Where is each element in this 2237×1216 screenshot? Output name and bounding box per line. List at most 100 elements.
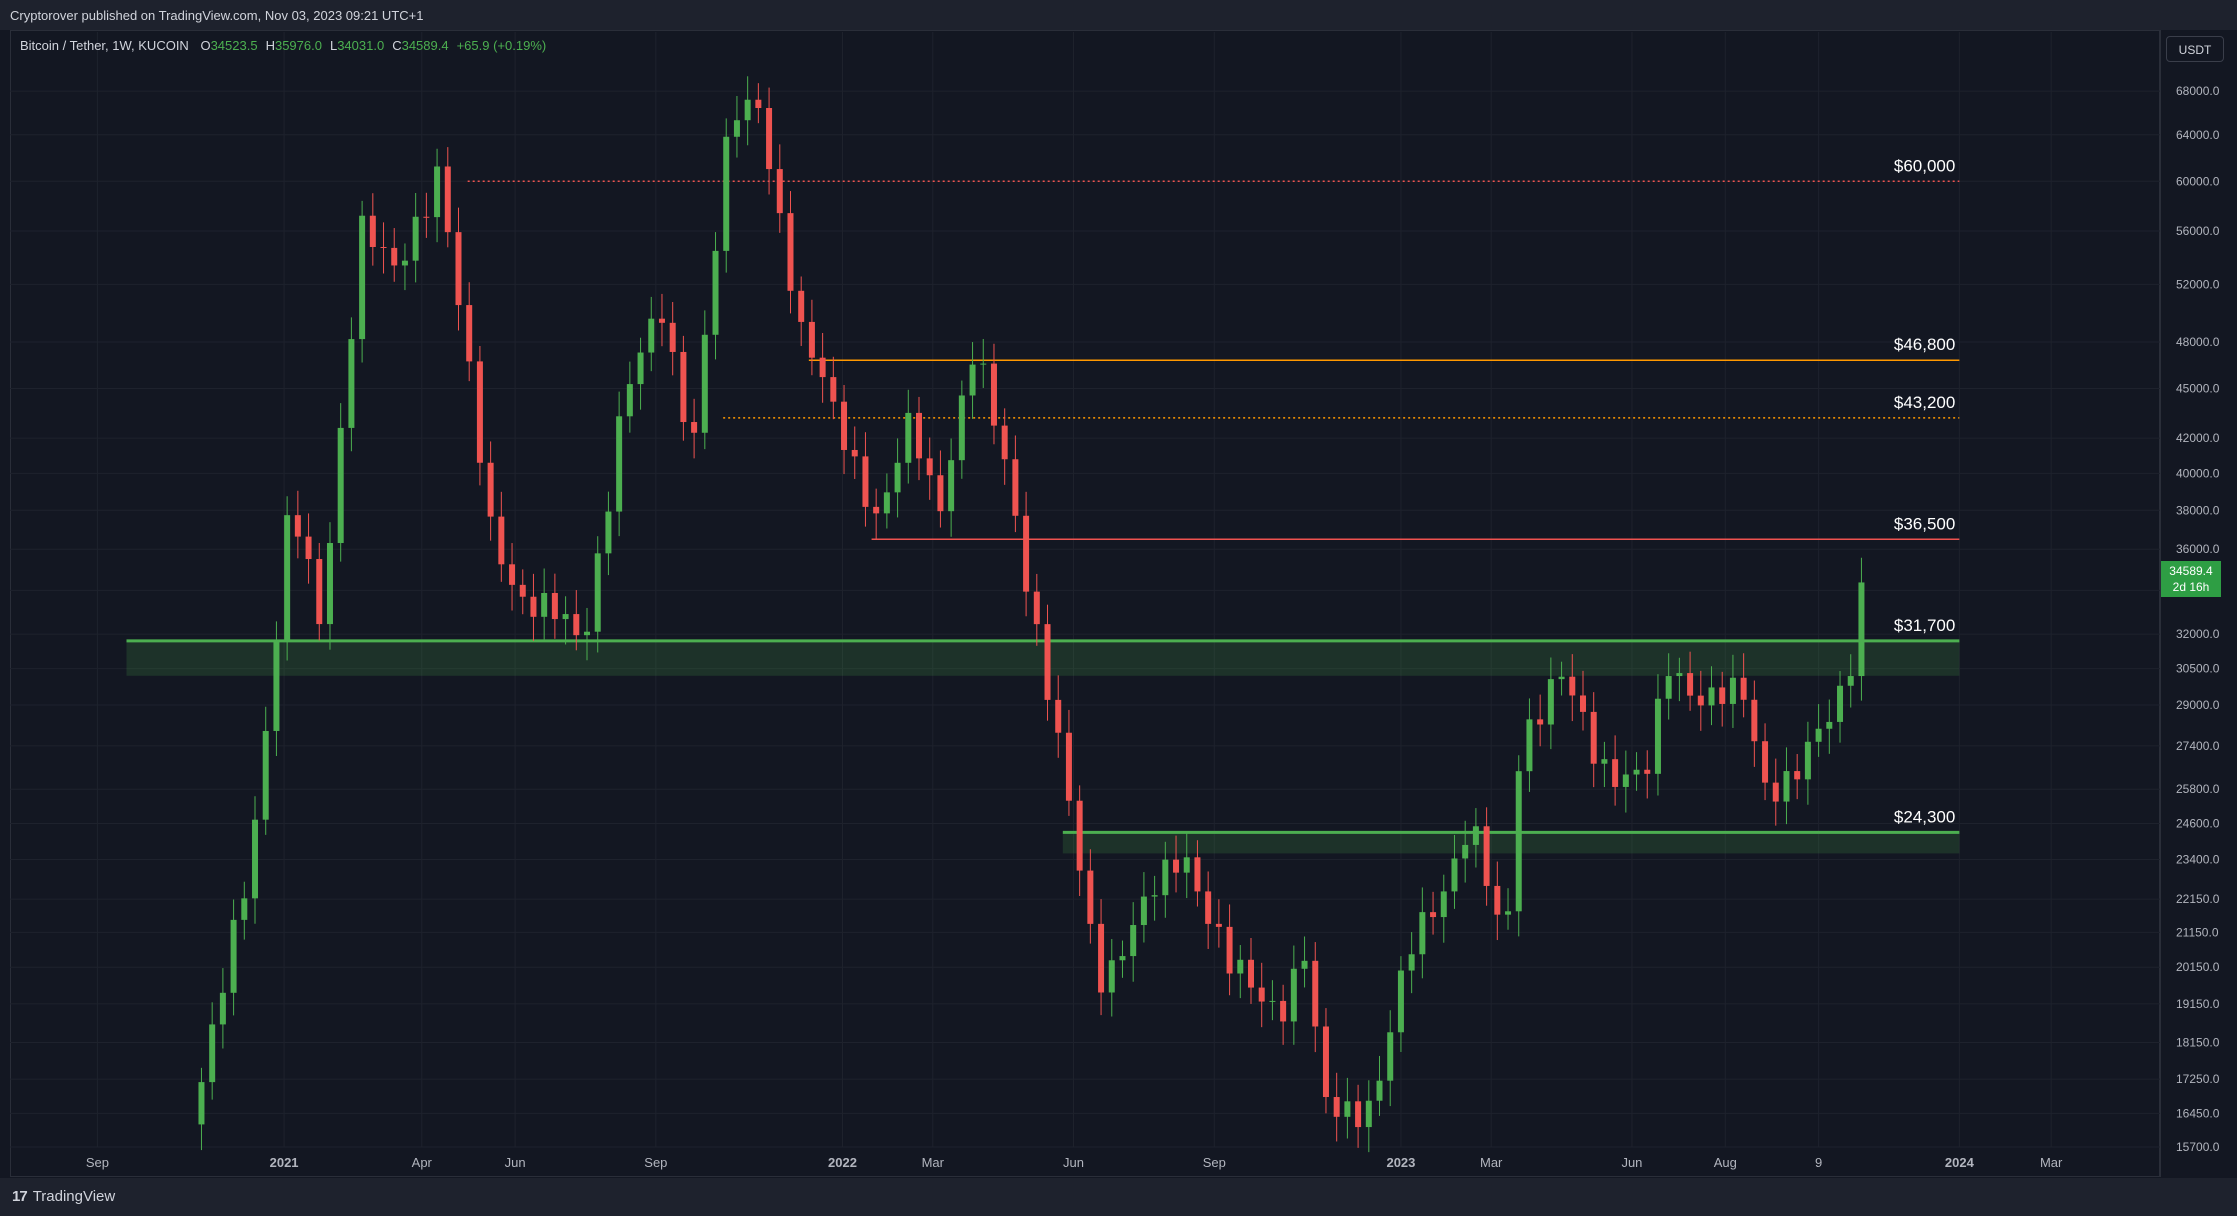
level-label: $36,500 — [1894, 514, 1955, 533]
candle-body — [1119, 956, 1126, 961]
candle-body — [423, 216, 430, 218]
price-tick-label: 20150.0 — [2176, 960, 2220, 974]
time-tick-label: 2023 — [1386, 1155, 1415, 1170]
candle-body — [294, 515, 301, 537]
candle-body — [498, 516, 505, 565]
candle-body — [284, 515, 291, 640]
candle-body — [916, 412, 923, 459]
last-price-value: 34589.4 — [2169, 564, 2213, 578]
price-tick-label: 52000.0 — [2176, 277, 2220, 291]
candle-body — [969, 364, 976, 396]
candle-body — [594, 553, 601, 632]
chart-frame — [10, 30, 2160, 1177]
candle-body — [1290, 968, 1297, 1022]
candle-body — [1183, 857, 1190, 873]
level-label: $43,200 — [1894, 393, 1955, 412]
candle-body — [369, 215, 376, 247]
candle-body — [851, 449, 858, 457]
candle-body — [905, 412, 912, 463]
candle-body — [1708, 687, 1715, 706]
ohlc-value: 34589.4 — [401, 38, 449, 53]
price-scale[interactable] — [2160, 30, 2237, 1177]
candle-body — [444, 166, 451, 233]
time-tick-label: Jun — [505, 1155, 526, 1170]
candle-body — [1644, 769, 1651, 774]
candle-body — [551, 592, 558, 620]
ohlc-item: L34031.0 — [330, 38, 384, 53]
candle-body — [252, 819, 259, 899]
price-tick-label: 22150.0 — [2176, 892, 2220, 906]
candle-body — [755, 99, 762, 108]
time-tick-label: Mar — [1480, 1155, 1503, 1170]
candle-body — [1280, 1000, 1287, 1022]
candle-body — [1033, 591, 1040, 625]
candle-body — [1194, 857, 1201, 892]
candle-body — [648, 318, 655, 353]
candle-body — [1397, 970, 1404, 1033]
grid-lines — [10, 32, 2160, 1148]
ohlc-item: H35976.0 — [266, 38, 322, 53]
candle-body — [1344, 1101, 1351, 1117]
price-tick-label: 32000.0 — [2176, 627, 2220, 641]
price-tick-label: 24600.0 — [2176, 817, 2220, 831]
ohlc-key: O — [200, 38, 211, 53]
candle-body — [305, 536, 312, 560]
candle-body — [209, 1024, 216, 1083]
candle-body — [316, 559, 323, 625]
price-axis-labels: 68000.0 64000.0 60000.0 56000.0 52000.0 48000… — [2176, 84, 2220, 1154]
candle-body — [1376, 1080, 1383, 1101]
candle-body — [1515, 771, 1522, 912]
price-tick-label: 68000.0 — [2176, 84, 2220, 98]
candle-body — [1494, 885, 1501, 915]
candle-body — [658, 318, 665, 323]
candle-body — [616, 416, 623, 512]
candle-body — [1108, 960, 1115, 993]
time-tick-label: Apr — [412, 1155, 433, 1170]
candle-body — [434, 166, 441, 218]
ohlc-value: 34031.0 — [337, 38, 385, 53]
candle-body — [1044, 624, 1051, 700]
candle-body — [926, 458, 933, 476]
candle-body — [219, 992, 226, 1025]
price-tick-label: 56000.0 — [2176, 224, 2220, 238]
candle-body — [1751, 699, 1758, 742]
candle-body — [1612, 759, 1619, 787]
price-tick-label: 45000.0 — [2176, 381, 2220, 395]
candle-body — [990, 363, 997, 426]
candle-body — [1676, 673, 1683, 677]
price-tick-label: 60000.0 — [2176, 174, 2220, 188]
candle-body — [1815, 728, 1822, 742]
candle-body — [1472, 826, 1479, 845]
last-price-badge: 34589.4 2d 16h — [2161, 561, 2221, 597]
candle-body — [1569, 676, 1576, 696]
candle-body — [262, 730, 269, 820]
ohlc-key: H — [265, 38, 275, 53]
candle-body — [1065, 732, 1072, 801]
price-tick-label: 42000.0 — [2176, 431, 2220, 445]
tradingview-brand[interactable]: 17 TradingView — [12, 1188, 115, 1205]
candle-body — [691, 422, 698, 433]
currency-button[interactable]: USDT — [2166, 36, 2224, 62]
support-zone — [1062, 832, 1960, 854]
candle-body — [1430, 912, 1437, 918]
candle-body — [1665, 676, 1672, 699]
candle-body — [819, 357, 826, 378]
candle-body — [1419, 912, 1426, 955]
candle-body — [1001, 425, 1008, 460]
candle-body — [1087, 870, 1094, 924]
candle-body — [744, 99, 751, 121]
candle-body — [509, 564, 516, 585]
ohlc-key: L — [329, 38, 338, 53]
candle-body — [1076, 800, 1083, 871]
candle-body — [412, 216, 419, 261]
candle-body — [562, 614, 569, 620]
candle-body — [1355, 1101, 1362, 1128]
candle-body — [241, 898, 248, 920]
candle-body — [701, 334, 708, 433]
support-zones — [126, 640, 1960, 854]
price-tick-label: 17250.0 — [2176, 1072, 2220, 1086]
candle-body — [1579, 695, 1586, 712]
candle-body — [1205, 891, 1212, 924]
candle-body — [1023, 515, 1030, 592]
